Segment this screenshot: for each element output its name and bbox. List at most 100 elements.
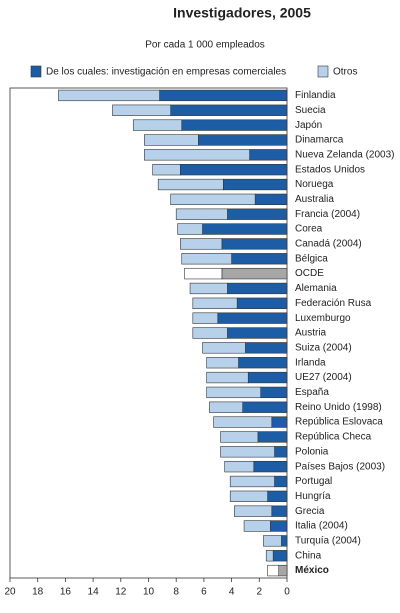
bar-segment	[274, 446, 288, 458]
category-label: Dinamarca	[295, 135, 344, 146]
x-tick-label: 14	[88, 587, 100, 598]
category-label: Canadá (2004)	[295, 239, 362, 250]
bar-segment	[202, 342, 246, 354]
bar-segment	[144, 134, 199, 146]
bar-segment	[271, 505, 288, 517]
bar-segment	[132, 119, 183, 131]
bar-segment	[272, 550, 288, 562]
bar-segment	[227, 208, 288, 220]
bar-segment	[245, 342, 288, 354]
bar-segment	[206, 357, 239, 369]
category-label: Países Bajos (2003)	[295, 461, 385, 472]
x-tick-label: 4	[229, 587, 235, 598]
legend-swatch	[30, 65, 42, 78]
x-tick-label: 6	[201, 587, 207, 598]
category-label: Noruega	[295, 179, 334, 190]
category-label: Japón	[295, 120, 322, 131]
category-label: Turquía (2004)	[295, 536, 361, 547]
category-label: Luxemburgo	[295, 313, 351, 324]
bar-segment	[209, 401, 243, 413]
bar-segment	[181, 253, 232, 265]
category-label: OCDE	[295, 268, 324, 279]
category-label: Australia	[295, 194, 334, 205]
bar-segment	[221, 238, 288, 250]
bar-segment	[170, 193, 256, 206]
bar-segment	[238, 357, 288, 369]
legend-label: De los cuales: investigación en empresas…	[46, 67, 286, 78]
category-label: Finlandia	[295, 90, 336, 101]
category-label: Federación Rusa	[295, 298, 372, 309]
bar-segment	[112, 104, 171, 116]
bar-segment	[224, 460, 255, 473]
category-label: Francia (2004)	[295, 209, 360, 220]
x-tick-label: 12	[115, 587, 127, 598]
category-label: España	[295, 387, 329, 398]
category-label: Corea	[295, 224, 323, 235]
bar-segment	[58, 89, 160, 102]
bar-segment	[265, 550, 274, 562]
bar-segment	[217, 312, 288, 324]
bar-segment	[231, 253, 288, 265]
category-label: Alemania	[295, 283, 337, 294]
category-label: México	[295, 565, 329, 576]
x-tick-label: 2	[257, 587, 263, 598]
bar-segment	[271, 416, 288, 428]
chart-title: Investigadores, 2005	[173, 5, 311, 21]
bar-segment	[220, 446, 275, 458]
category-label: Bélgica	[295, 253, 328, 264]
chart-subtitle: Por cada 1 000 empleados	[145, 40, 265, 51]
category-label: Suiza (2004)	[295, 342, 352, 353]
x-tick-label: 10	[143, 587, 155, 598]
bar-segment	[229, 490, 268, 502]
category-label: Irlanda	[295, 357, 326, 368]
bar-segment	[192, 297, 238, 309]
bar-segment	[247, 371, 288, 384]
bar-segment	[281, 535, 288, 547]
x-tick-label: 18	[32, 587, 44, 598]
bar-segment	[198, 134, 288, 146]
bar-segment	[227, 282, 288, 295]
category-label: Estados Unidos	[295, 164, 365, 175]
x-tick-label: 20	[4, 587, 16, 598]
bar-segment	[242, 401, 288, 413]
category-label: República Eslovaca	[295, 417, 383, 428]
bar-segment	[270, 520, 288, 532]
bar-segment	[152, 164, 181, 176]
category-label: Portugal	[295, 476, 332, 487]
bar-segment	[249, 149, 288, 161]
bar-segment	[229, 475, 275, 488]
bar-segment	[189, 282, 228, 295]
bar-segment	[180, 164, 288, 176]
category-label: Suecia	[295, 105, 326, 116]
bar-segment	[192, 312, 219, 324]
x-tick-label: 16	[60, 587, 72, 598]
bar-segment	[260, 386, 288, 399]
bar-segment	[170, 104, 288, 116]
bar-segment	[263, 535, 282, 547]
category-label: Grecia	[295, 506, 325, 517]
x-tick-label: 0	[284, 587, 290, 598]
category-label: Hungría	[295, 491, 331, 502]
category-label: China	[295, 550, 322, 561]
category-label: UE27 (2004)	[295, 372, 352, 383]
bar-segment	[144, 149, 250, 161]
bar-segment	[175, 208, 228, 220]
bar-segment	[236, 297, 288, 309]
bar-segment	[192, 327, 228, 339]
bar-segment	[206, 371, 249, 384]
bar-segment	[227, 327, 288, 339]
bar-segment	[202, 223, 288, 235]
x-tick-label: 8	[173, 587, 179, 598]
bar-segment	[267, 564, 279, 577]
category-label: Austria	[295, 328, 327, 339]
bar-segment	[181, 119, 288, 131]
bar-segment	[267, 490, 288, 502]
bar-segment	[234, 505, 273, 517]
category-label: Polonia	[295, 446, 329, 457]
bar-segment	[159, 89, 288, 102]
bar-segment	[222, 178, 288, 191]
bar-segment	[243, 520, 271, 532]
bar-segment	[180, 238, 223, 250]
bar-segment	[213, 416, 273, 428]
